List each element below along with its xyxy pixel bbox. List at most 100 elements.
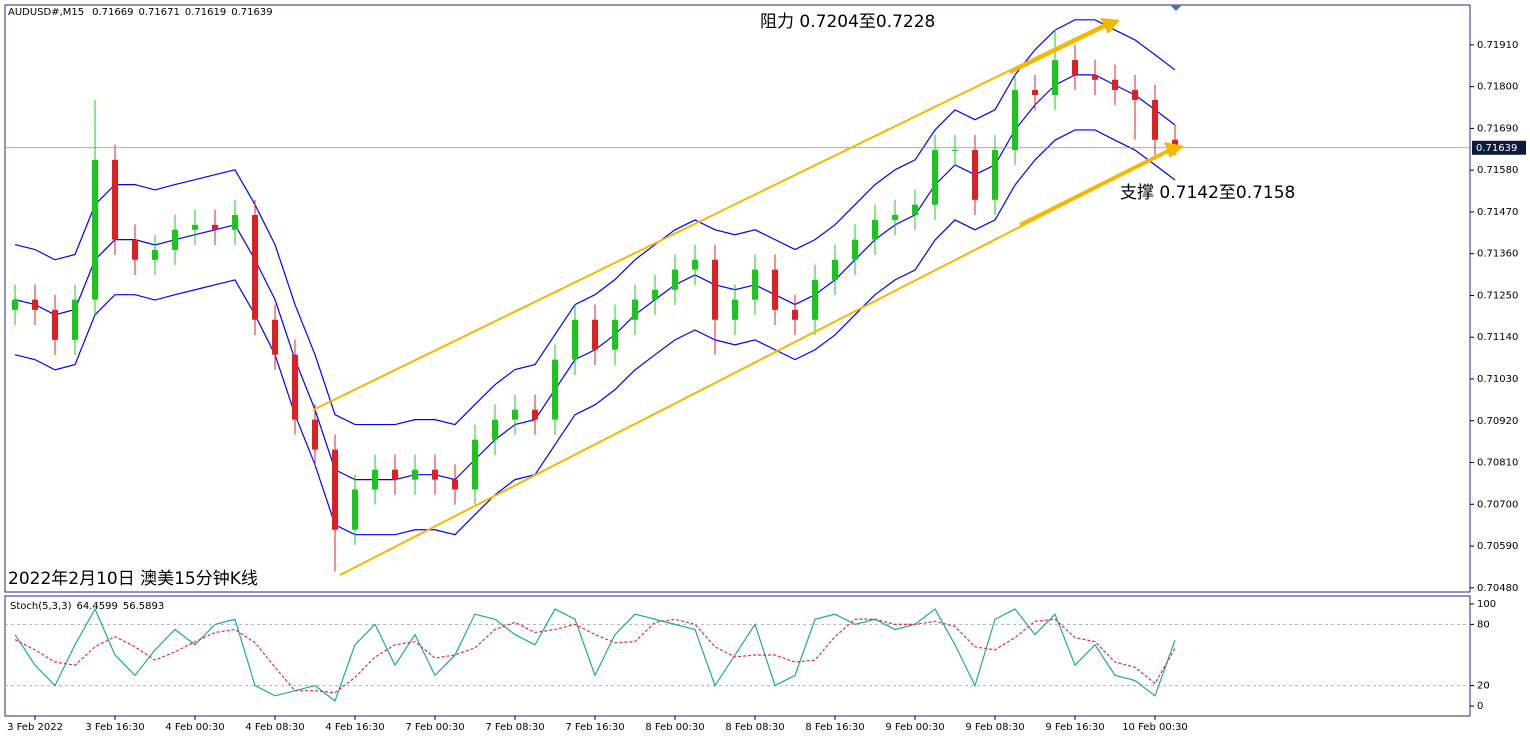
candle-body: [372, 469, 378, 490]
candle-body: [132, 239, 138, 260]
x-tick-label: 7 Feb 00:30: [405, 722, 464, 733]
y-tick-label: 0.71140: [1477, 332, 1518, 343]
x-tick-label: 4 Feb 16:30: [325, 722, 384, 733]
candle-body: [572, 319, 578, 360]
candle-body: [432, 469, 438, 480]
x-tick-label: 4 Feb 08:30: [245, 722, 304, 733]
x-tick-label: 4 Feb 00:30: [165, 722, 224, 733]
candle-body: [312, 419, 318, 450]
candle-body: [852, 239, 858, 260]
y-tick-label: 0.70590: [1477, 541, 1518, 552]
x-tick-label: 9 Feb 08:30: [965, 722, 1024, 733]
y-tick-label: 0.71360: [1477, 249, 1518, 260]
current-price-box: [1472, 140, 1526, 155]
y-tick-label: 0.70920: [1477, 416, 1518, 427]
candle-body: [172, 229, 178, 250]
x-tick-label: 8 Feb 08:30: [725, 722, 784, 733]
candle-body: [1032, 90, 1038, 95]
title-close: 0.71639: [231, 7, 272, 18]
stoch-line: [14, 618, 1176, 694]
candle-body: [112, 159, 118, 240]
candle-body: [1132, 90, 1138, 100]
y-tick-label: 0.71800: [1477, 82, 1518, 93]
y-tick-label: 0.71690: [1477, 123, 1518, 134]
candle-body: [752, 269, 758, 300]
candle-body: [472, 439, 478, 490]
stoch-k-value: 64.4599: [76, 601, 117, 612]
candle-body: [652, 289, 658, 300]
shift-marker: [1170, 5, 1182, 11]
y-tick-label: 0.71910: [1477, 40, 1518, 51]
candle-body: [512, 409, 518, 420]
y-tick-label: 0.71030: [1477, 374, 1518, 385]
candle-body: [712, 259, 718, 320]
candle-body: [532, 409, 538, 420]
support-note: 支撑 0.7142至0.7158: [1120, 183, 1295, 203]
candle-body: [72, 299, 78, 340]
y-tick-label: 80: [1477, 619, 1490, 630]
stoch-title: Stoch(5,3,3) 64.4599 56.5893: [10, 601, 164, 612]
candle-body: [552, 359, 558, 420]
channel: [312, 18, 1184, 576]
arrow-head: [1100, 18, 1120, 34]
candle-body: [792, 309, 798, 320]
title-low: 0.71619: [185, 7, 226, 18]
x-tick-label: 10 Feb 00:30: [1122, 722, 1188, 733]
candle-body: [232, 214, 238, 230]
candle-body: [832, 259, 838, 280]
channel-upper-bold: [1009, 24, 1106, 74]
title-open: 0.71669: [92, 7, 133, 18]
y-tick-label: 20: [1477, 681, 1490, 692]
candle-body: [772, 269, 778, 310]
candle-body: [52, 309, 58, 340]
candle-body: [692, 259, 698, 270]
y-tick-label: 0.70810: [1477, 458, 1518, 469]
candle-body: [672, 269, 678, 290]
candle-body: [352, 489, 358, 530]
candle-body: [272, 319, 278, 355]
candle-body: [332, 449, 338, 530]
channel-lower-bold: [1019, 148, 1171, 227]
candle-body: [892, 214, 898, 220]
y-tick-label: 0.71580: [1477, 165, 1518, 176]
title-high: 0.71671: [139, 7, 180, 18]
candle-body: [732, 299, 738, 320]
candle-body: [412, 469, 418, 480]
y-tick-label: 0.71470: [1477, 207, 1518, 218]
candle-body: [812, 279, 818, 320]
y-tick-label: 100: [1477, 599, 1496, 610]
y-tick-label: 0.71250: [1477, 290, 1518, 301]
plot: 0.71910 0.71800 0.71690 0.71580 0.71470 0.713…: [5, 19, 1526, 733]
candle-body: [32, 299, 38, 310]
stoch-panel: [4, 595, 1471, 717]
candle-body: [1172, 139, 1178, 148]
channel-upper: [312, 23, 1106, 411]
symbol: AUDUSD#,M15: [8, 7, 84, 18]
arrow-head: [1164, 142, 1184, 158]
candle-body: [912, 204, 918, 215]
candle-body: [492, 419, 498, 440]
candle-body: [1052, 60, 1058, 95]
candle-body: [632, 299, 638, 320]
candle-body: [92, 159, 98, 300]
candle-body: [592, 319, 598, 350]
stoch-name: Stoch(5,3,3): [10, 601, 72, 612]
candle-body: [12, 299, 18, 310]
candle-body: [612, 319, 618, 350]
candle-body: [872, 219, 878, 240]
y-tick-label: 0.70700: [1477, 499, 1518, 510]
candle-body: [992, 150, 998, 200]
candle-body: [192, 224, 198, 230]
x-tick-label: 7 Feb 08:30: [485, 722, 544, 733]
candle-body: [1092, 74, 1098, 80]
candle-body: [1152, 99, 1158, 140]
bollinger-lower: [14, 129, 1176, 536]
stoch-line: [14, 607, 1176, 702]
candle-body: [252, 214, 258, 320]
candle-body: [1112, 79, 1118, 91]
x-tick-label: 8 Feb 00:30: [645, 722, 704, 733]
current-price-label: 0.71639: [1476, 143, 1517, 154]
candle-body: [212, 224, 218, 230]
candle-body: [452, 479, 458, 490]
